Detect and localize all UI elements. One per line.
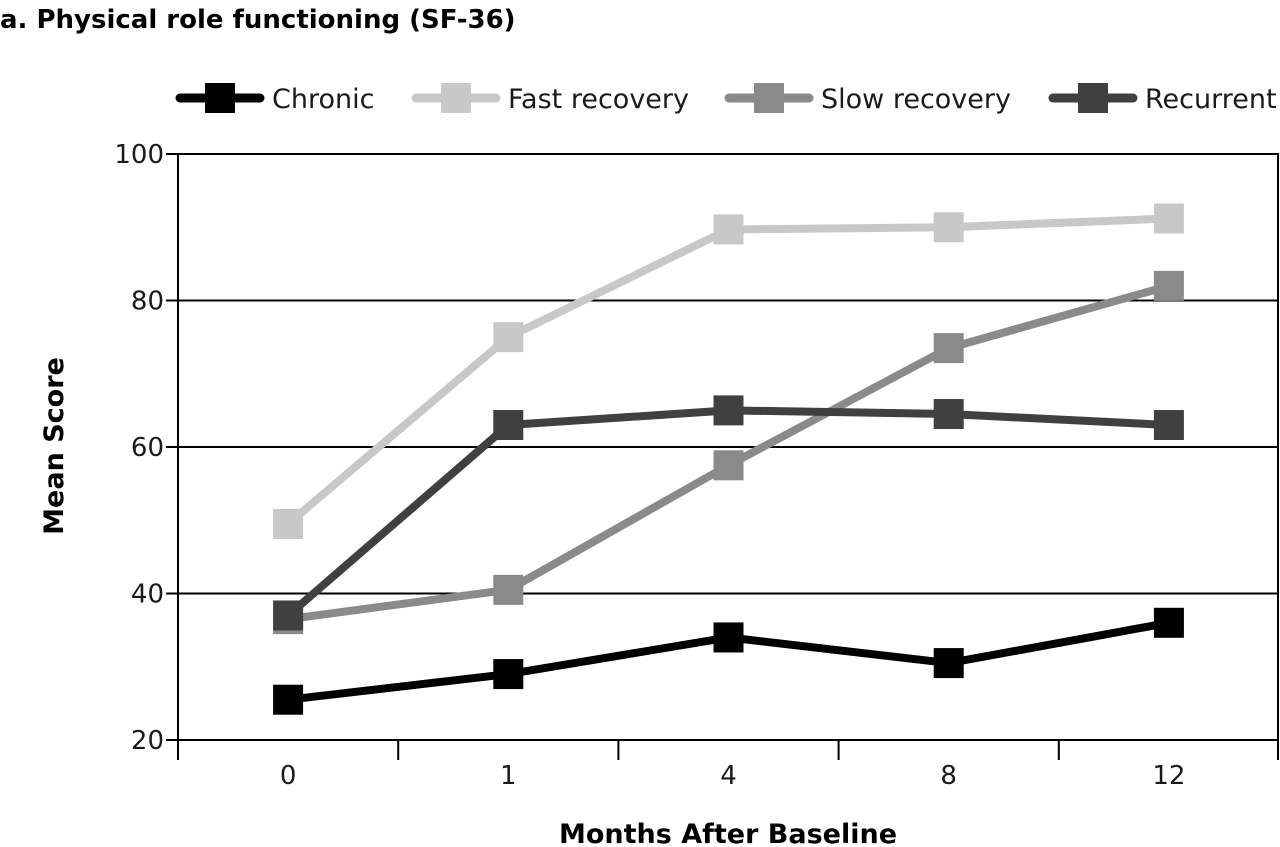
series-slow-recovery bbox=[273, 270, 1184, 635]
data-point bbox=[933, 399, 964, 430]
legend-label: Recurrent bbox=[1145, 84, 1277, 115]
chart-title: a. Physical role functioning (SF-36) bbox=[0, 5, 516, 35]
series-line bbox=[285, 406, 1170, 619]
legend-label: Fast recovery bbox=[508, 84, 689, 115]
axes: 20 40 60 80 100 0 1 4 8 12 bbox=[114, 140, 1279, 791]
legend-swatch-marker bbox=[205, 83, 235, 113]
legend-label: Slow recovery bbox=[821, 84, 1011, 115]
data-point bbox=[493, 659, 524, 690]
gridlines bbox=[178, 153, 1279, 741]
y-tick-label: 80 bbox=[131, 287, 164, 317]
legend-swatch-marker bbox=[754, 83, 784, 113]
legend: Chronic Fast recovery Slow recovery Recurre… bbox=[175, 83, 1277, 115]
data-point bbox=[933, 212, 964, 243]
y-tick-label: 40 bbox=[131, 580, 164, 610]
data-point bbox=[493, 574, 524, 605]
series-fast-recovery bbox=[273, 203, 1184, 539]
series-group bbox=[273, 203, 1184, 715]
data-point bbox=[273, 684, 304, 715]
x-tick-label: 12 bbox=[1152, 761, 1185, 791]
legend-item: Fast recovery bbox=[411, 83, 689, 115]
data-point bbox=[713, 214, 744, 245]
series-recurrent bbox=[273, 395, 1184, 631]
y-tick-label: 60 bbox=[131, 433, 164, 463]
data-point bbox=[933, 333, 964, 364]
data-point bbox=[1153, 270, 1184, 301]
x-tick-label: 8 bbox=[940, 761, 957, 791]
data-point bbox=[273, 508, 304, 539]
x-tick-label: 0 bbox=[280, 761, 297, 791]
x-axis-label: Months After Baseline bbox=[559, 819, 897, 847]
data-point bbox=[493, 410, 524, 441]
data-point bbox=[1153, 410, 1184, 441]
x-tick-label: 4 bbox=[720, 761, 737, 791]
legend-swatch-marker bbox=[1078, 83, 1108, 113]
data-point bbox=[1153, 203, 1184, 234]
data-point bbox=[493, 322, 524, 353]
legend-swatch-marker bbox=[441, 83, 471, 113]
data-point bbox=[713, 450, 744, 481]
data-point bbox=[1153, 607, 1184, 638]
y-tick-label: 20 bbox=[131, 726, 164, 756]
legend-item: Recurrent bbox=[1048, 83, 1277, 115]
x-tick-label: 1 bbox=[500, 761, 517, 791]
y-axis-label: Mean Score bbox=[39, 357, 70, 535]
data-point bbox=[713, 395, 744, 426]
data-point bbox=[713, 622, 744, 653]
legend-item: Slow recovery bbox=[724, 83, 1011, 115]
legend-item: Chronic bbox=[175, 83, 374, 115]
data-point bbox=[933, 648, 964, 679]
series-chronic bbox=[273, 607, 1184, 715]
data-point bbox=[273, 600, 304, 631]
y-tick-label: 100 bbox=[114, 140, 164, 170]
legend-label: Chronic bbox=[272, 84, 374, 115]
